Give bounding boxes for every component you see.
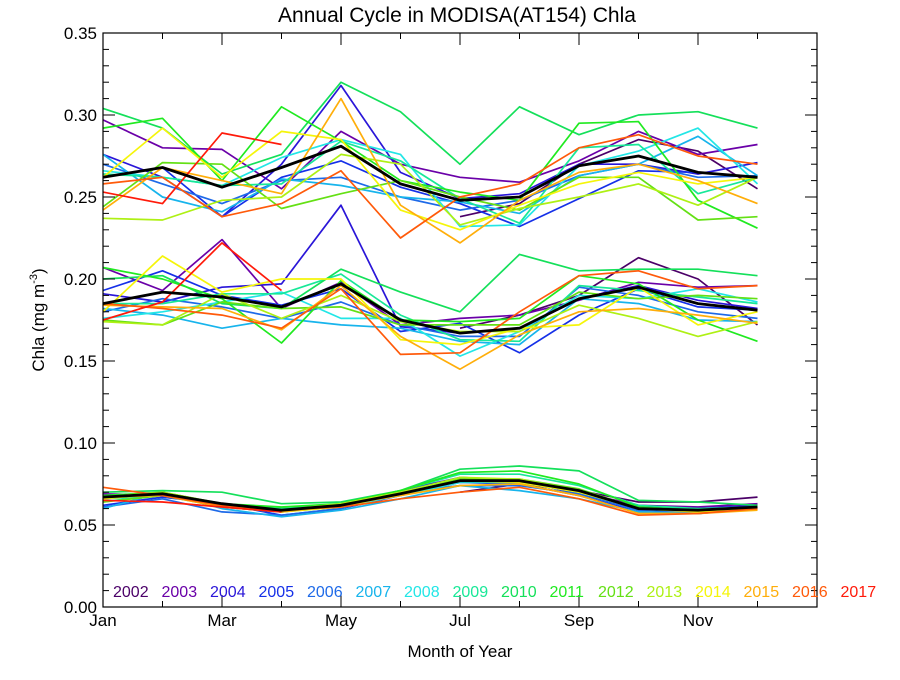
- series-line-2007-mid: [102, 297, 758, 346]
- legend-label-2016: 2016: [792, 584, 828, 601]
- legend-label-2009: 2009: [453, 584, 489, 601]
- legend-label-2013: 2013: [647, 584, 683, 601]
- series-line-2014-mid: [102, 255, 758, 346]
- series-line-2013-high: [102, 153, 758, 226]
- axes-layer: 0.00 0.05 0.10 0.15 0.20 0.25 0.30 0.35 Jan Mar Ma…: [64, 24, 818, 630]
- series-line-2017-low: [102, 499, 282, 513]
- series-line-2017-mid: [102, 242, 283, 321]
- series-line-2016-mid: [102, 269, 758, 356]
- y-tick-label: 0.20: [64, 270, 97, 289]
- y-axis-title-main: Chla (mg m: [29, 284, 48, 372]
- y-tick-label: 0.25: [64, 188, 97, 207]
- x-axis-title: Month of Year: [408, 642, 513, 661]
- x-tick-label: Jan: [89, 611, 116, 630]
- x-tick-label: May: [325, 611, 358, 630]
- series-line-2010-low: [102, 465, 758, 507]
- series-line-2010-high: [102, 81, 758, 175]
- y-axis-title: Chla (mg m-3): [28, 268, 48, 371]
- legend-label-2005: 2005: [259, 584, 295, 601]
- x-tick-label: Mar: [207, 611, 237, 630]
- y-tick-label: 0.30: [64, 106, 97, 125]
- series-line-2016-low: [102, 486, 758, 517]
- legend-label-2003: 2003: [162, 584, 198, 601]
- mean-line-mid: [102, 282, 758, 335]
- series-line-2012-high: [102, 161, 758, 221]
- series-line-2017-high: [102, 132, 282, 205]
- legend-label-2017: 2017: [841, 584, 877, 601]
- mean-line-high: [102, 144, 758, 202]
- legend-label-2008: 2008: [404, 584, 440, 601]
- legend-label-2010: 2010: [501, 584, 537, 601]
- y-axis-title-close: ): [29, 268, 48, 274]
- legend-label-2007: 2007: [356, 584, 392, 601]
- series-line-2012-mid: [102, 291, 758, 326]
- legend-label-2012: 2012: [598, 584, 634, 601]
- y-tick-label: 0.05: [64, 516, 97, 535]
- series-line-2008-mid: [102, 287, 758, 357]
- mean-line-low: [102, 479, 758, 512]
- x-tick-label: Nov: [683, 611, 714, 630]
- y-tick-label: 0.10: [64, 434, 97, 453]
- legend-label-2014: 2014: [695, 584, 731, 601]
- legend-label-2002: 2002: [113, 584, 149, 601]
- series-line-2015-high: [102, 97, 758, 244]
- plot-layer: [102, 81, 759, 518]
- y-tick-label: 0.15: [64, 352, 97, 371]
- x-tick-label: Jul: [449, 611, 471, 630]
- series-line-2015-low: [102, 483, 758, 515]
- series-line-2014-high: [102, 127, 758, 231]
- legend-label-2011: 2011: [550, 584, 585, 601]
- legend-label-2015: 2015: [744, 584, 780, 601]
- legend-label-2004: 2004: [210, 584, 246, 601]
- y-tick-label: 0.35: [64, 24, 97, 43]
- x-tick-label: Sep: [564, 611, 594, 630]
- y-tick-label: 0.00: [64, 598, 97, 617]
- series-line-2011-high: [102, 105, 758, 229]
- series-line-2016-high: [102, 133, 758, 239]
- chart-title: Annual Cycle in MODISA(AT154) Chla: [278, 4, 636, 27]
- legend-label-2006: 2006: [307, 584, 343, 601]
- y-axis-title-exponent: -3: [28, 274, 40, 284]
- legend-layer: 2002 2003 2004 2005 2006 2007 2008 2009 2010 2011…: [113, 584, 876, 601]
